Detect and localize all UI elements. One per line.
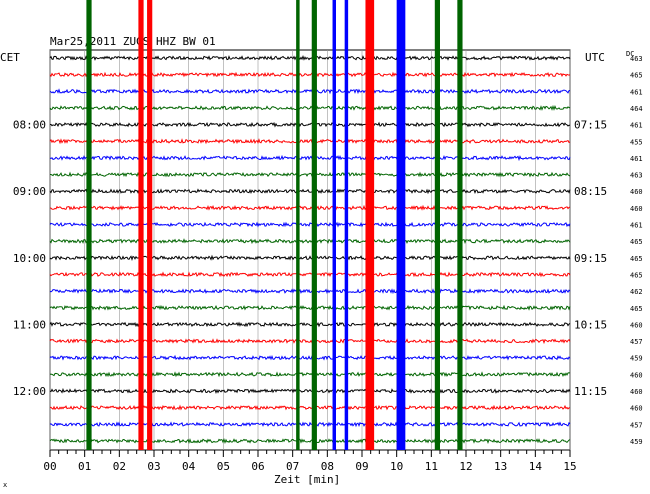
x-axis: 00 01 02 03 04 05 06 07 08 09 10 11 12 13 14 15 [43,450,577,473]
seismic-trace [49,88,571,95]
dc-value: 460 [630,321,643,329]
seismic-trace [49,288,571,295]
x-tick-label: 03 [147,460,160,473]
seismic-trace [49,354,571,361]
left-time-label: 10:00 [13,252,46,265]
x-tick-label: 15 [563,460,576,473]
dc-value: 460 [630,388,643,396]
saturation-band [147,0,153,450]
seismic-trace [49,338,571,345]
seismic-trace [49,71,571,78]
seismic-trace [49,438,571,445]
seismic-trace [49,204,571,211]
seismic-trace [49,188,571,195]
x-tick-label: 12 [459,460,472,473]
seismic-trace [49,154,571,162]
dc-value: 463 [630,55,643,63]
dc-value: 457 [630,338,643,346]
x-tick-label: 00 [43,460,56,473]
left-time-label: 08:00 [13,119,46,132]
seismic-trace [49,271,571,278]
seismic-trace [50,171,571,178]
dc-value: 457 [630,421,643,429]
dc-value: 461 [630,222,643,230]
right-time-label: 07:15 [574,119,607,132]
x-tick-label: 07 [286,460,299,473]
seismic-trace [49,321,571,328]
dc-value: 461 [630,88,643,96]
dc-value: 459 [630,355,643,363]
right-time-label: 09:15 [574,252,607,265]
right-time-label: 11:15 [574,385,607,398]
seismic-trace [49,121,570,128]
dc-value: 465 [630,271,643,279]
saturation-band [86,0,92,450]
saturation-bands [86,0,463,450]
x-tick-label: 02 [113,460,126,473]
time-labels: 08:00 09:00 10:00 11:00 12:00 07:15 08:15 09:15… [13,55,643,446]
seismic-trace [49,104,571,111]
saturation-band [296,0,300,450]
dc-value: 465 [630,72,643,80]
right-time-label: 08:15 [574,185,607,198]
seismic-trace [49,421,571,428]
dc-value: 461 [630,122,643,130]
dc-value: 465 [630,305,643,313]
seismic-trace [49,221,571,228]
dc-value: 461 [630,155,643,163]
x-tick-label: 05 [217,460,230,473]
trace-group [49,55,571,445]
saturation-band [457,0,463,450]
saturation-band [311,0,317,450]
saturation-band [365,0,375,450]
dc-value: 463 [630,172,643,180]
left-zone-label: CET [0,51,20,64]
dc-value: 455 [630,138,643,146]
saturation-band [332,0,336,450]
x-tick-label: 11 [425,460,438,473]
left-time-label: 12:00 [13,385,46,398]
corner-mark: x [3,481,7,489]
right-zone-label: UTC [585,51,605,64]
dc-value: 460 [630,405,643,413]
saturation-band [396,0,406,450]
saturation-band [434,0,440,450]
x-axis-label: Zeit [min] [274,473,340,486]
seismic-trace [49,404,571,411]
seismic-trace [49,254,571,261]
left-time-label: 09:00 [13,185,46,198]
seismic-trace [49,304,571,311]
seismic-trace [49,138,571,145]
x-tick-label: 04 [182,460,196,473]
dc-value: 460 [630,371,643,379]
dc-value: 465 [630,255,643,263]
dc-value: 464 [630,105,643,113]
dc-header: DC [626,50,634,58]
seismic-trace [49,55,571,61]
saturation-band [344,0,349,450]
dc-value: 460 [630,205,643,213]
x-tick-label: 09 [355,460,368,473]
seismic-trace [49,371,571,378]
dc-value: 462 [630,288,643,296]
x-tick-label: 01 [78,460,91,473]
chart-title: Mar25,2011 ZUGS HHZ BW 01 [50,35,216,48]
dc-value: 460 [630,188,643,196]
x-tick-label: 14 [529,460,543,473]
x-tick-label: 13 [494,460,507,473]
seismic-trace [49,238,571,245]
dc-value: 459 [630,438,643,446]
left-time-label: 11:00 [13,318,46,331]
right-time-label: 10:15 [574,318,607,331]
dc-value: 465 [630,238,643,246]
x-tick-label: 08 [321,460,334,473]
seismic-trace [49,387,571,395]
saturation-band [138,0,144,450]
x-tick-label: 06 [251,460,264,473]
x-tick-label: 10 [390,460,403,473]
